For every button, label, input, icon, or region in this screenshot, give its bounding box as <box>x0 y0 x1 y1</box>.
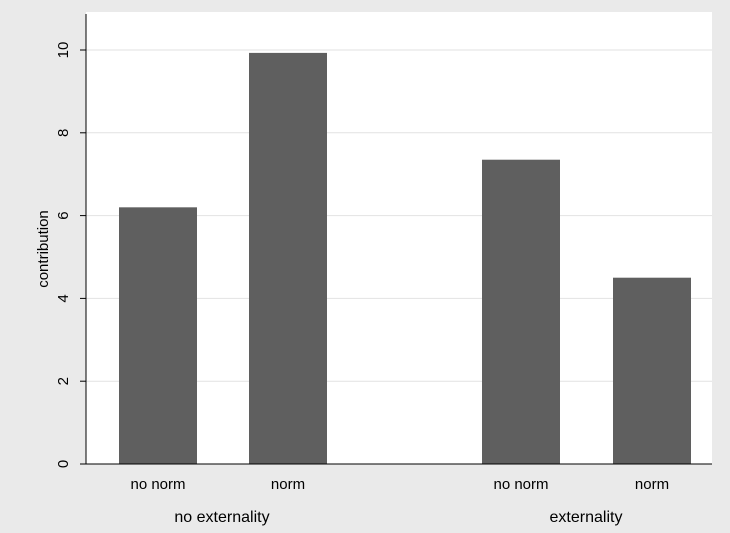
bar-no-externality-norm <box>249 52 327 464</box>
bar-externality-no-norm <box>482 159 560 464</box>
bar-externality-norm <box>613 277 691 464</box>
x-category-label: no norm <box>493 476 548 493</box>
y-tick-label: 8 <box>55 129 72 137</box>
x-category-label: no norm <box>130 476 185 493</box>
bars <box>119 52 691 464</box>
x-group-label: no externality <box>174 509 269 526</box>
x-category-label: norm <box>271 476 305 493</box>
y-tick-label: 4 <box>55 294 72 302</box>
bar-no-externality-no-norm <box>119 207 197 464</box>
y-axis-ticks: 0 2 4 6 8 10 <box>55 42 86 468</box>
y-tick-label: 0 <box>55 460 72 468</box>
y-axis-label: contribution <box>35 210 52 288</box>
x-category-label: norm <box>635 476 669 493</box>
y-tick-label: 10 <box>55 42 72 59</box>
x-group-label: externality <box>550 509 623 526</box>
y-tick-label: 2 <box>55 377 72 385</box>
y-tick-label: 6 <box>55 211 72 219</box>
